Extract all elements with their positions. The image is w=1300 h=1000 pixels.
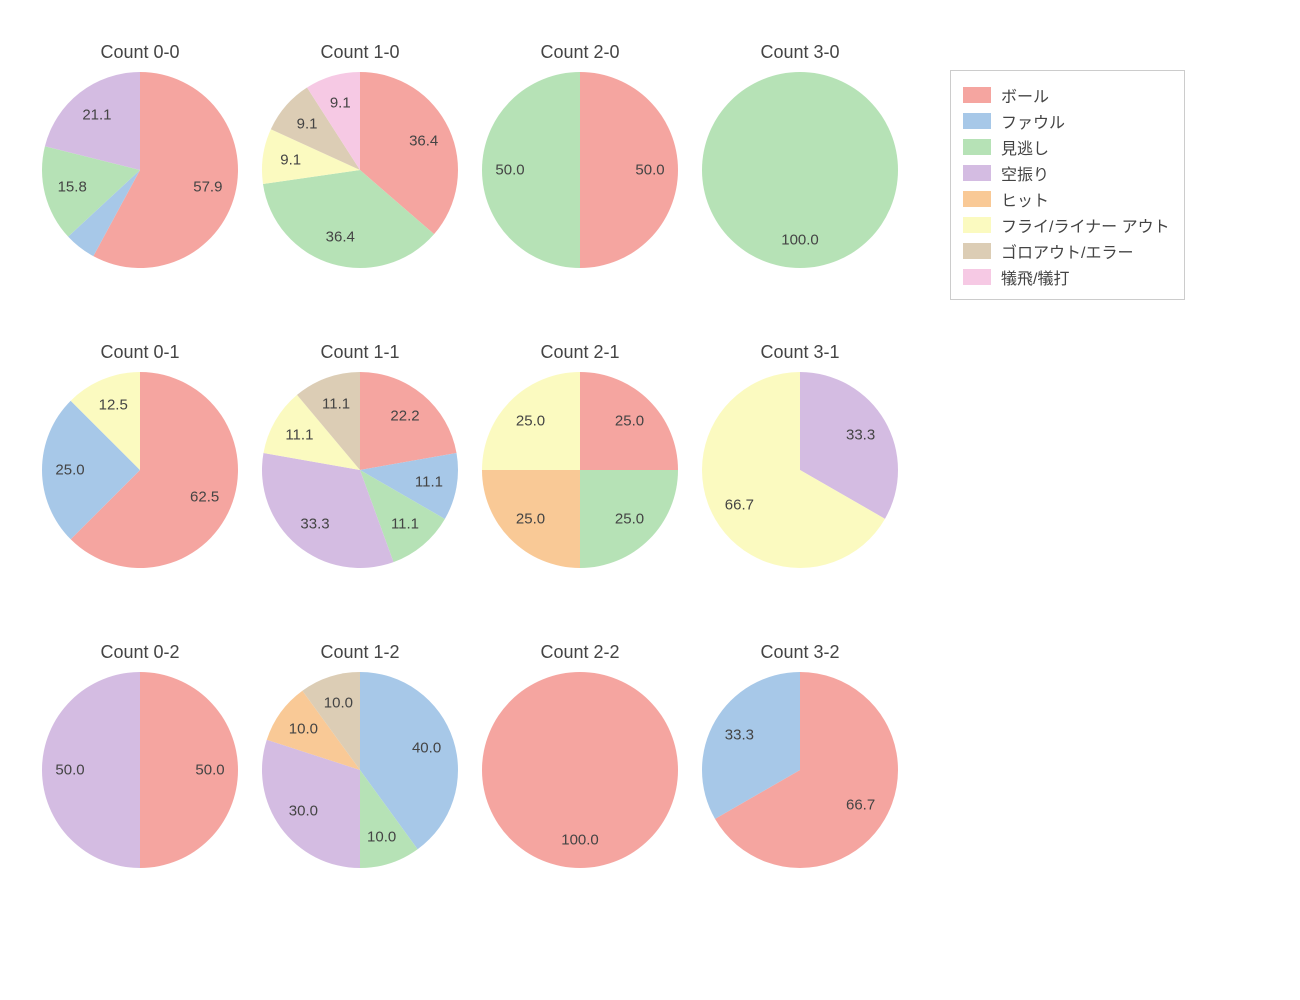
pie-slice <box>580 470 678 568</box>
pie-slice <box>702 72 898 268</box>
chart-title: Count 3-1 <box>760 342 839 363</box>
pie-chart <box>260 670 460 870</box>
legend-item: ファウル <box>963 109 1170 133</box>
legend-label: ヒット <box>1001 187 1049 211</box>
legend: ボールファウル見逃し空振りヒットフライ/ライナー アウトゴロアウト/エラー犠飛/… <box>950 70 1185 300</box>
chart-title: Count 2-1 <box>540 342 619 363</box>
legend-item: フライ/ライナー アウト <box>963 213 1170 237</box>
legend-item: ヒット <box>963 187 1170 211</box>
pie-slice <box>42 672 140 868</box>
legend-label: ボール <box>1001 83 1049 107</box>
pie-slice <box>580 372 678 470</box>
legend-label: フライ/ライナー アウト <box>1001 213 1170 237</box>
chart-title: Count 2-2 <box>540 642 619 663</box>
legend-label: 犠飛/犠打 <box>1001 265 1069 289</box>
chart-grid: Count 0-057.915.821.1Count 1-036.436.49.… <box>0 0 1300 1000</box>
chart-title: Count 3-2 <box>760 642 839 663</box>
pie-chart <box>700 670 900 870</box>
pie-chart <box>40 670 240 870</box>
legend-swatch <box>963 191 991 207</box>
pie-slice <box>580 72 678 268</box>
legend-swatch <box>963 113 991 129</box>
legend-item: 犠飛/犠打 <box>963 265 1170 289</box>
legend-swatch <box>963 243 991 259</box>
chart-title: Count 1-2 <box>320 642 399 663</box>
pie-slice <box>482 72 580 268</box>
legend-item: 空振り <box>963 161 1170 185</box>
pie-chart <box>480 670 680 870</box>
pie-slice <box>482 372 580 470</box>
chart-title: Count 1-0 <box>320 42 399 63</box>
chart-title: Count 0-1 <box>100 342 179 363</box>
legend-label: 見逃し <box>1001 135 1049 159</box>
chart-title: Count 2-0 <box>540 42 619 63</box>
legend-label: ゴロアウト/エラー <box>1001 239 1133 263</box>
chart-title: Count 1-1 <box>320 342 399 363</box>
chart-title: Count 0-0 <box>100 42 179 63</box>
legend-item: ボール <box>963 83 1170 107</box>
pie-chart <box>700 370 900 570</box>
legend-item: 見逃し <box>963 135 1170 159</box>
pie-chart <box>40 370 240 570</box>
legend-item: ゴロアウト/エラー <box>963 239 1170 263</box>
pie-chart <box>480 370 680 570</box>
pie-chart <box>40 70 240 270</box>
pie-slice <box>360 372 457 470</box>
legend-swatch <box>963 139 991 155</box>
chart-title: Count 0-2 <box>100 642 179 663</box>
legend-swatch <box>963 269 991 285</box>
pie-slice <box>482 672 678 868</box>
pie-chart <box>260 70 460 270</box>
legend-swatch <box>963 87 991 103</box>
legend-swatch <box>963 217 991 233</box>
legend-swatch <box>963 165 991 181</box>
legend-label: 空振り <box>1001 161 1049 185</box>
pie-chart <box>260 370 460 570</box>
pie-chart <box>480 70 680 270</box>
chart-title: Count 3-0 <box>760 42 839 63</box>
pie-slice <box>140 672 238 868</box>
pie-chart <box>700 70 900 270</box>
legend-label: ファウル <box>1001 109 1065 133</box>
pie-slice <box>482 470 580 568</box>
